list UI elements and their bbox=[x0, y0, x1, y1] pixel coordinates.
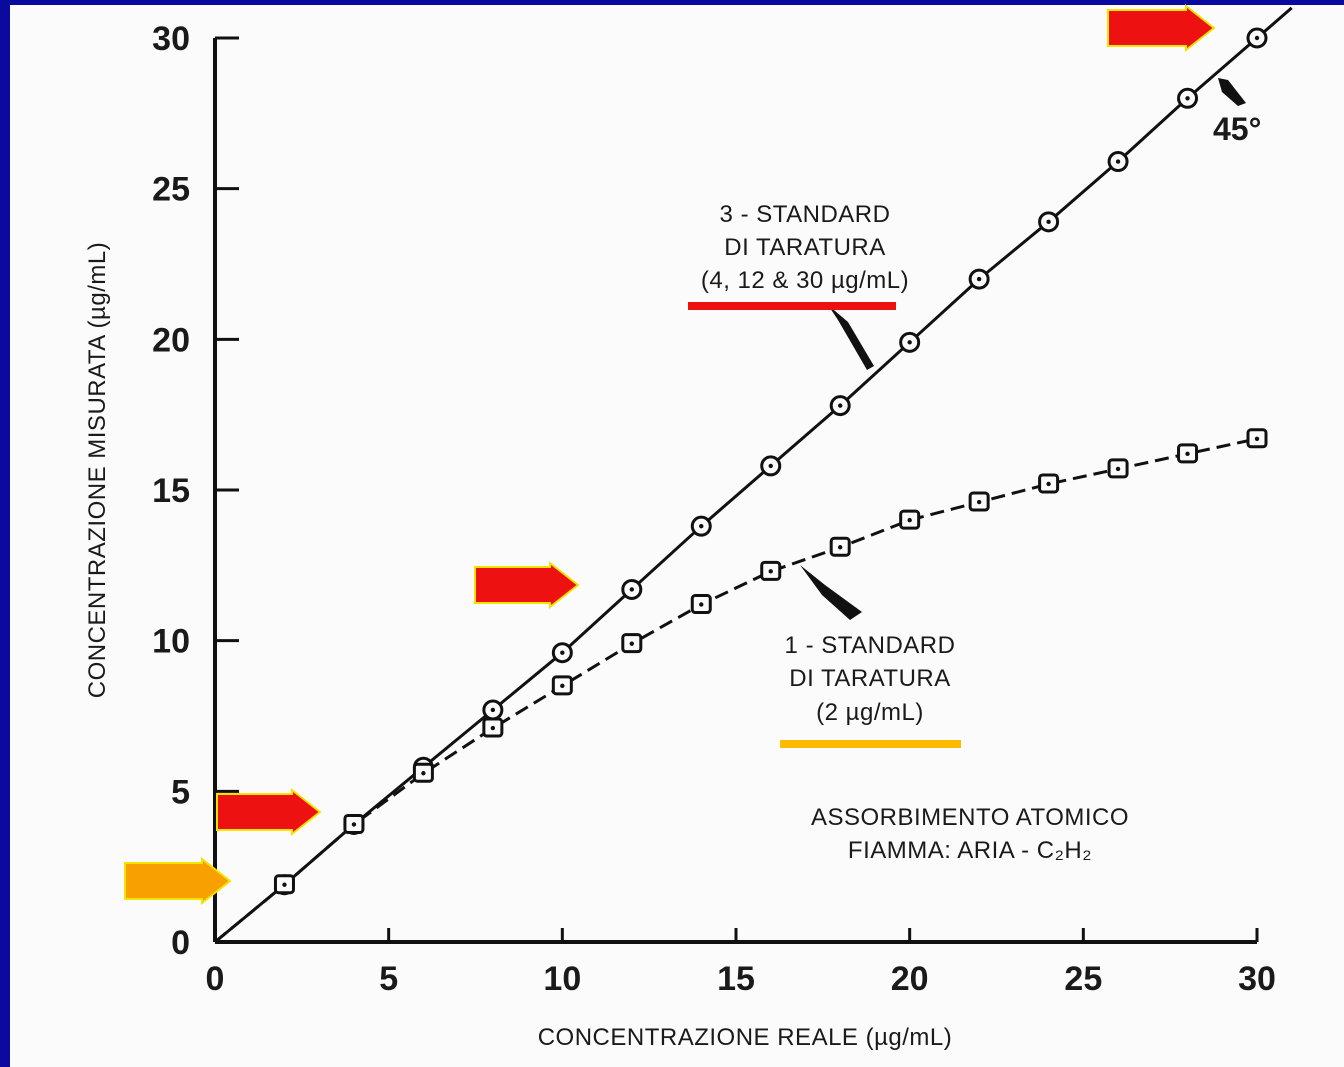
underline-yellow bbox=[780, 740, 961, 748]
curve3-label-line1: 3 - STANDARD bbox=[720, 201, 891, 228]
x-tick-label: 30 bbox=[1238, 960, 1276, 998]
point-center-dot bbox=[907, 340, 912, 345]
point-center-dot bbox=[629, 641, 634, 646]
x-tick-label: 25 bbox=[1064, 960, 1102, 998]
highlight-arrow-lower bbox=[216, 787, 322, 837]
point-center-dot bbox=[1185, 96, 1190, 101]
slide-frame bbox=[10, 5, 1344, 1067]
curve1-label-line2: DI TARATURA bbox=[789, 665, 951, 692]
method-label-line1: ASSORBIMENTO ATOMICO bbox=[811, 804, 1129, 831]
point-center-dot bbox=[1254, 35, 1260, 41]
point-center-dot bbox=[699, 602, 704, 607]
point-center-dot bbox=[560, 650, 565, 655]
series-3-standard-line bbox=[214, 6, 1293, 944]
highlight-arrow-orange bbox=[124, 856, 232, 906]
y-tick-label: 10 bbox=[152, 623, 190, 661]
point-center-dot bbox=[907, 517, 912, 523]
highlight-arrow-middle bbox=[474, 560, 580, 610]
point-center-dot bbox=[1185, 451, 1190, 457]
point-center-dot bbox=[838, 545, 843, 550]
angle-label: 45° bbox=[1213, 111, 1261, 147]
series-group bbox=[214, 6, 1293, 944]
angle-pointer bbox=[1218, 78, 1246, 106]
x-tick-label: 0 bbox=[206, 960, 225, 998]
method-label-line2: FIAMMA: ARIA - C₂H₂ bbox=[848, 837, 1092, 864]
point-center-dot bbox=[1046, 219, 1051, 225]
axis-ticks: 0 5 10 15 20 25 30 0 5 10 15 20 25 30 bbox=[152, 20, 1276, 998]
point-center-dot bbox=[1115, 466, 1121, 472]
point-center-dot bbox=[629, 587, 634, 592]
x-axis-title: CONCENTRAZIONE REALE (µg/mL) bbox=[538, 1024, 953, 1051]
point-center-dot bbox=[1046, 481, 1051, 487]
series-1-standard-line bbox=[214, 437, 1258, 944]
point-center-dot bbox=[768, 569, 773, 574]
point-center-dot bbox=[976, 276, 982, 282]
curve1-label-line1: 1 - STANDARD bbox=[785, 632, 956, 659]
curve1-label-pointer bbox=[800, 565, 862, 620]
curve3-label-line2: DI TARATURA bbox=[724, 234, 886, 261]
point-center-dot bbox=[768, 463, 773, 469]
curve3-label-line3: (4, 12 & 30 µg/mL) bbox=[701, 267, 909, 294]
y-tick-label: 30 bbox=[152, 20, 190, 58]
x-tick-label: 5 bbox=[379, 960, 398, 998]
y-tick-label: 20 bbox=[152, 321, 190, 359]
point-center-dot bbox=[699, 523, 704, 529]
point-center-dot bbox=[282, 882, 287, 887]
point-center-dot bbox=[490, 725, 496, 731]
y-tick-label: 15 bbox=[152, 472, 190, 510]
y-tick-label: 5 bbox=[171, 773, 190, 811]
underline-red bbox=[688, 302, 896, 310]
y-tick-label: 0 bbox=[171, 924, 190, 962]
point-center-dot bbox=[490, 707, 496, 713]
y-axis-title: CONCENTRAZIONE MISURATA (µg/mL) bbox=[84, 242, 111, 698]
point-center-dot bbox=[351, 822, 357, 827]
y-tick-label: 25 bbox=[152, 171, 190, 209]
point-center-dot bbox=[421, 771, 426, 776]
x-tick-label: 15 bbox=[717, 960, 755, 998]
curve1-label-line3: (2 µg/mL) bbox=[816, 699, 924, 726]
point-center-dot bbox=[1115, 159, 1121, 164]
highlight-marks bbox=[124, 3, 1216, 906]
curve3-label-pointer bbox=[828, 305, 874, 370]
x-tick-label: 10 bbox=[543, 960, 581, 998]
highlight-arrow-top bbox=[1107, 3, 1216, 53]
point-center-dot bbox=[976, 499, 982, 505]
point-center-dot bbox=[1254, 436, 1260, 441]
annotations: CONCENTRAZIONE REALE (µg/mL) CONCENTRAZI… bbox=[84, 78, 1261, 1051]
point-center-dot bbox=[560, 683, 565, 689]
point-center-dot bbox=[838, 403, 843, 408]
x-tick-label: 20 bbox=[891, 960, 929, 998]
